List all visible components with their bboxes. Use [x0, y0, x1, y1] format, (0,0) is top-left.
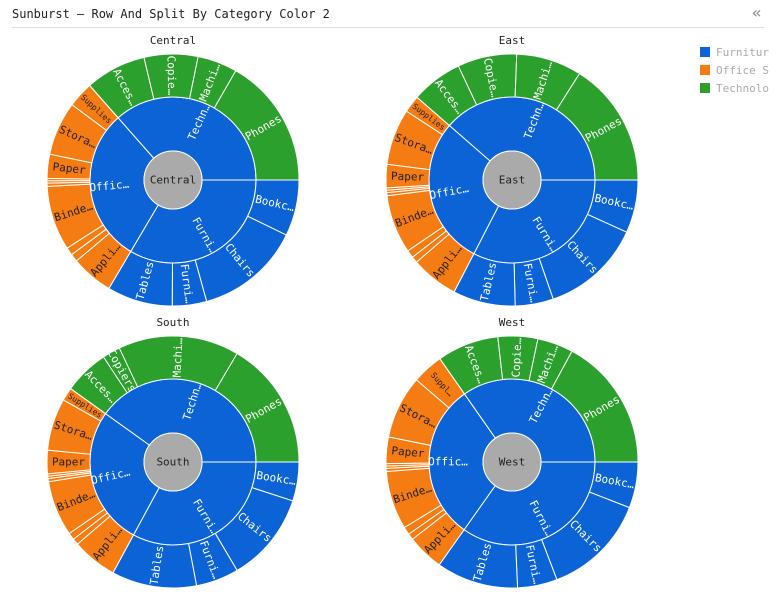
- legend-swatch: [700, 65, 710, 75]
- sunburst-segment-phones[interactable]: [550, 350, 639, 463]
- sunburst-center[interactable]: [482, 432, 542, 492]
- legend-swatch: [700, 83, 710, 93]
- sunburst-label-machi: Machi…: [170, 337, 185, 378]
- sunburst-center-label: West: [499, 456, 526, 469]
- sunburst-center[interactable]: [482, 150, 542, 210]
- sunburst-label-tables: Tables: [148, 545, 167, 586]
- sunburst-segment-phones[interactable]: [555, 72, 639, 181]
- chart-panel-title: Sunburst – Row And Split By Category Col…: [12, 7, 330, 21]
- sunburst-south: SouthFurni…Bookc…ChairsFurni…TablesOffic…: [46, 316, 300, 589]
- legend-item-technology[interactable]: Technolo: [700, 79, 776, 97]
- sunburst-label-furni: Furni…: [178, 263, 196, 304]
- legend-label: Office S: [716, 63, 769, 77]
- sunburst-segment-phones[interactable]: [214, 352, 300, 463]
- sunburst-east: EastFurni…Bookc…ChairsFurni…TablesOffic……: [385, 34, 639, 307]
- legend-item-furniture[interactable]: Furnitur: [700, 43, 776, 61]
- sunburst-center-label: Central: [150, 174, 196, 187]
- sunburst-center[interactable]: [143, 432, 203, 492]
- title-bar: Sunburst – Row And Split By Category Col…: [0, 0, 776, 28]
- sunburst-west: WestFurni…Bookc…ChairsFurni…TablesOffic……: [385, 316, 639, 589]
- chart-title: West: [499, 316, 526, 329]
- sunburst-label-paper: Paper: [52, 456, 85, 469]
- sunburst-center-label: South: [156, 456, 189, 469]
- sunburst-label-office-supplies: Offic…: [89, 178, 130, 195]
- sunburst-segment-phones[interactable]: [213, 70, 300, 181]
- chart-title: Central: [150, 34, 196, 47]
- legend: Furnitur Office S Technolo: [700, 43, 776, 97]
- legend-item-office-supplies[interactable]: Office S: [700, 61, 776, 79]
- chart-title: South: [156, 316, 189, 329]
- sunburst-central: CentralFurni…Bookc…ChairsFurni…TablesOff…: [46, 34, 300, 307]
- legend-label: Technolo: [716, 81, 769, 95]
- sunburst-label-paper: Paper: [391, 444, 426, 460]
- title-divider: [12, 27, 764, 28]
- sunburst-label-copie: Copie…: [165, 56, 179, 96]
- sunburst-center-label: East: [499, 174, 526, 187]
- legend-label: Furnitur: [716, 45, 769, 59]
- sunburst-center[interactable]: [143, 150, 203, 210]
- chart-title: East: [499, 34, 526, 47]
- sunburst-label-copie: Copie…: [509, 337, 524, 378]
- sunburst-label-office-supplies: Offic…: [428, 455, 468, 468]
- legend-swatch: [700, 47, 710, 57]
- double-chevron-left-icon[interactable]: «: [752, 3, 762, 22]
- sunburst-label-paper: Paper: [391, 170, 425, 184]
- sunburst-label-bookc: Bookc…: [256, 469, 298, 488]
- sunburst-label-paper: Paper: [52, 160, 87, 177]
